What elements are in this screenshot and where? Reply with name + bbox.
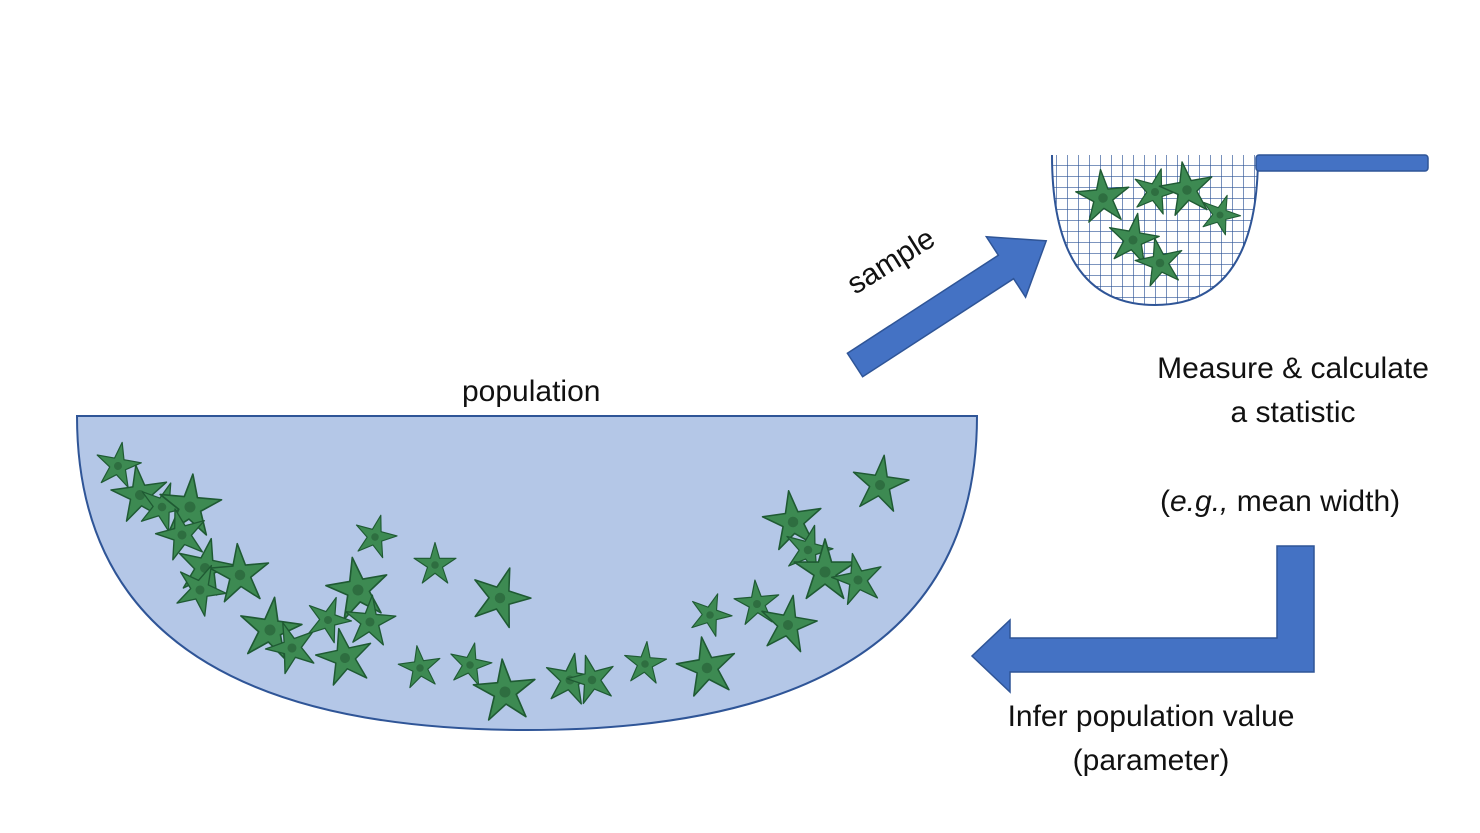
infer-label-line2: (parameter) — [1072, 744, 1230, 777]
example-eg: e.g., — [1170, 485, 1229, 518]
infer-label-line1: Infer population value — [1007, 700, 1295, 733]
measure-label-line2: a statistic — [1230, 396, 1356, 429]
net-icon — [1051, 154, 1429, 307]
net-handle — [1255, 154, 1429, 172]
example-open-paren: ( — [1160, 485, 1170, 518]
example-rest: mean width) — [1228, 485, 1401, 518]
measure-label-line1: Measure & calculate — [1157, 352, 1429, 385]
example-label: (e.g., mean width) — [1160, 480, 1400, 524]
sample-arrow-icon — [846, 235, 1048, 378]
infer-arrow-icon — [970, 545, 1315, 694]
population-label: population — [462, 375, 601, 408]
